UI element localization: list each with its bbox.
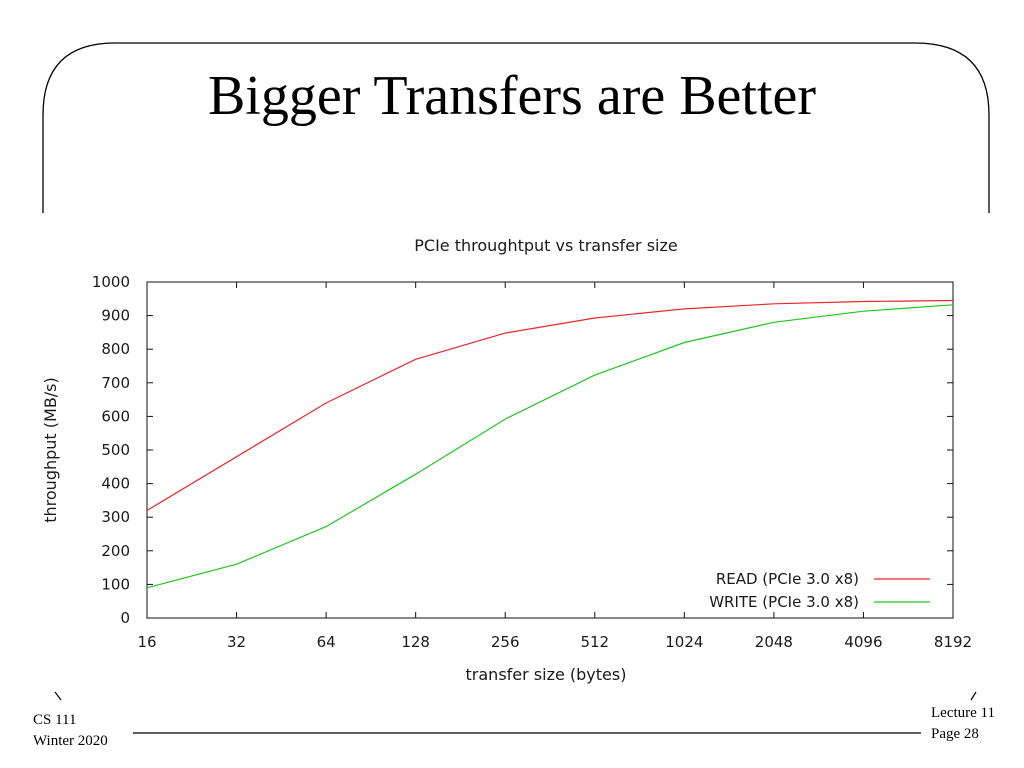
throughput-chart: PCIe throughtput vs transfer size 0 100 20… — [41, 236, 972, 684]
y-tick-label: 100 — [101, 575, 130, 593]
footer-course: CS 111 — [33, 712, 77, 728]
y-tick-label: 500 — [101, 441, 130, 459]
x-tick-label: 2048 — [755, 633, 793, 651]
x-tick-label: 256 — [491, 633, 520, 651]
series-line-read — [146, 299, 954, 512]
legend-label-read: READ (PCIe 3.0 x8) — [716, 570, 859, 588]
y-axis: 0 100 200 300 400 500 600 700 800 900 1000 — [92, 273, 953, 627]
y-tick-label: 300 — [101, 508, 130, 526]
footer-course-info: CS 111 Winter 2020 — [33, 710, 108, 752]
y-tick-label: 1000 — [92, 273, 130, 291]
x-tick-label: 8192 — [934, 633, 972, 651]
x-tick-label: 512 — [580, 633, 609, 651]
plot-area-border — [146, 281, 954, 619]
y-tick-label: 900 — [101, 307, 130, 325]
legend-label-write: WRITE (PCIe 3.0 x8) — [709, 593, 859, 611]
frame-corner-tick-left — [54, 691, 62, 701]
x-tick-label: 4096 — [844, 633, 882, 651]
y-tick-label: 200 — [101, 542, 130, 560]
frame-border-top — [42, 42, 990, 213]
footer-term: Winter 2020 — [33, 733, 108, 749]
footer-lecture-info: Lecture 11 Page 28 — [931, 703, 995, 745]
x-axis: 16 32 64 128 256 512 1024 2048 4096 8192 — [137, 282, 972, 651]
x-axis-label: transfer size (bytes) — [466, 665, 627, 684]
x-tick-label: 16 — [137, 633, 156, 651]
chart-legend: READ (PCIe 3.0 x8) WRITE (PCIe 3.0 x8) — [709, 570, 930, 611]
series-line-write — [146, 304, 954, 589]
chart-title: PCIe throughtput vs transfer size — [414, 236, 677, 255]
footer-page: Page 28 — [931, 726, 979, 742]
x-tick-label: 64 — [317, 633, 336, 651]
y-axis-label: throughput (MB/s) — [41, 377, 60, 523]
frame-corner-tick-right — [970, 691, 977, 701]
y-tick-label: 0 — [120, 609, 130, 627]
x-tick-label: 1024 — [665, 633, 703, 651]
slide-title: Bigger Transfers are Better — [207, 65, 817, 127]
y-tick-label: 400 — [101, 475, 130, 493]
x-tick-label: 128 — [401, 633, 430, 651]
y-tick-label: 800 — [101, 340, 130, 358]
series-lines — [146, 299, 954, 589]
footer-lecture: Lecture 11 — [931, 705, 995, 721]
y-tick-label: 700 — [101, 374, 130, 392]
y-tick-label: 600 — [101, 407, 130, 425]
x-tick-label: 32 — [227, 633, 246, 651]
